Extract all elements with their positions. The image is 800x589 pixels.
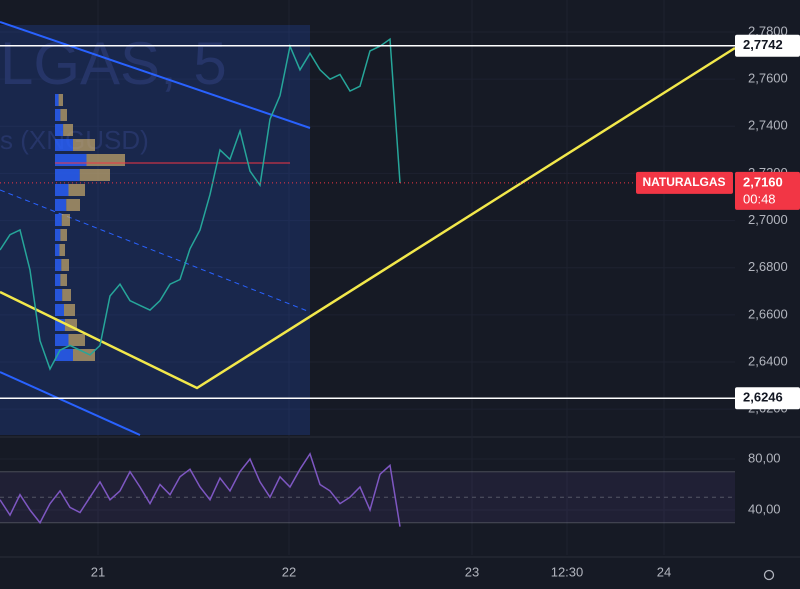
y-tick-label: 2,7600	[748, 71, 788, 86]
volume-profile	[55, 274, 61, 286]
volume-profile	[63, 124, 73, 136]
y-tick-label: 2,7000	[748, 212, 788, 227]
x-tick-label: 22	[282, 564, 296, 579]
volume-profile	[61, 259, 69, 271]
volume-profile	[60, 109, 67, 121]
volume-profile	[55, 109, 61, 121]
x-tick-label: 23	[465, 564, 479, 579]
range-box	[0, 25, 310, 435]
last-price-label: 2,7160	[743, 174, 783, 189]
symbol-label: NATURALGAS	[642, 175, 725, 189]
price-level-box	[735, 34, 800, 57]
volume-profile	[58, 94, 63, 106]
volume-profile	[55, 199, 67, 211]
volume-profile	[55, 229, 61, 241]
x-tick-label: 12:30	[551, 564, 584, 579]
y-tick-label: 2,6600	[748, 306, 788, 321]
volume-profile	[79, 169, 110, 181]
price-level-label: 2,6246	[743, 390, 783, 405]
volume-profile	[68, 334, 85, 346]
volume-profile	[61, 214, 70, 226]
volume-profile	[68, 184, 85, 196]
price-level-label: 2,7742	[743, 37, 783, 52]
volume-profile	[55, 154, 87, 166]
volume-profile	[73, 139, 95, 151]
price-line	[0, 37, 401, 371]
countdown-label: 00:48	[743, 191, 776, 206]
volume-profile	[55, 184, 69, 196]
y-tick-label: 2,6800	[748, 259, 788, 274]
last-price-box	[735, 171, 800, 210]
x-tick-label: 21	[91, 564, 105, 579]
volume-profile	[55, 169, 80, 181]
volume-profile	[60, 229, 67, 241]
y-tick-label: 2,6400	[748, 353, 788, 368]
channel-line	[0, 371, 141, 436]
volume-profile	[55, 304, 64, 316]
volume-profile	[55, 124, 64, 136]
rsi-line	[0, 452, 401, 527]
volume-profile	[55, 319, 65, 331]
volume-profile	[66, 199, 80, 211]
symbol-box	[636, 171, 733, 194]
volume-profile	[55, 259, 62, 271]
volume-profile	[62, 289, 71, 301]
volume-profile	[73, 349, 95, 361]
channel-mid	[0, 189, 311, 313]
y-tick-label: 2,7400	[748, 118, 788, 133]
settings-icon[interactable]	[763, 569, 775, 581]
x-tick-label: 24	[657, 564, 671, 579]
y-tick-label: 80,00	[748, 450, 781, 465]
volume-profile	[55, 289, 63, 301]
volume-profile	[55, 214, 62, 226]
volume-profile	[86, 154, 125, 166]
volume-profile	[59, 244, 65, 256]
price-pane	[0, 0, 735, 435]
trend-line	[0, 46, 736, 390]
y-tick-label: 40,00	[748, 501, 781, 516]
volume-profile	[55, 334, 69, 346]
volume-profile	[55, 139, 73, 151]
channel-line	[0, 21, 311, 129]
volume-profile	[55, 94, 59, 106]
price-level-box	[735, 387, 800, 410]
volume-profile	[55, 244, 60, 256]
volume-profile	[64, 304, 75, 316]
volume-profile	[60, 274, 67, 286]
